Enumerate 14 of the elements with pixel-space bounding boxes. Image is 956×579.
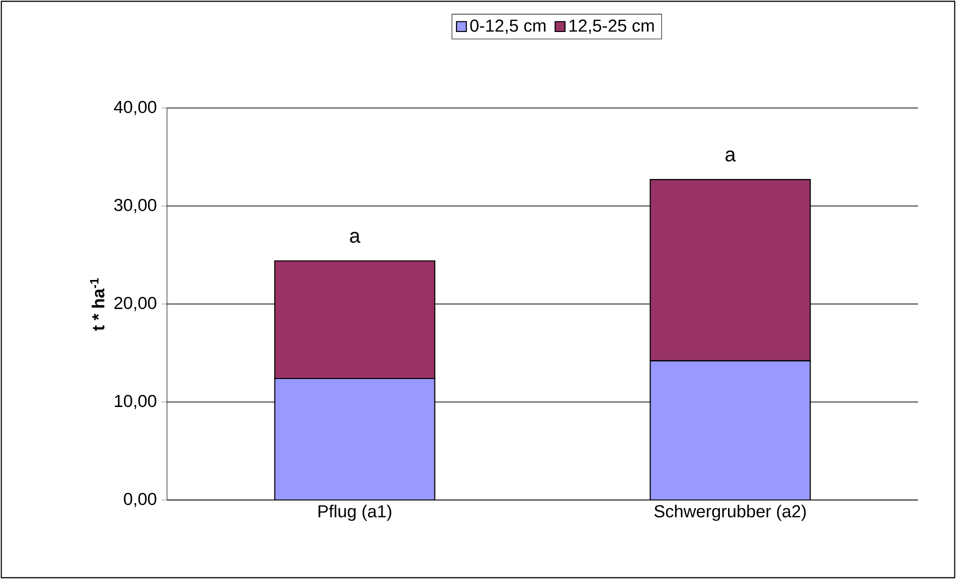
y-axis-title: t * ha$^{-1}$ — [90, 278, 104, 331]
bar — [274, 378, 436, 500]
x-tick-label: Pflug (a1) — [318, 504, 392, 521]
y-tick-label: 0,00 — [124, 492, 156, 508]
y-tick-label: 10,00 — [114, 394, 156, 410]
y-tick-label: 40,00 — [114, 100, 156, 116]
bar — [650, 360, 811, 500]
legend-label: 12,5-25 cm — [570, 20, 654, 34]
x-tick-label: Schwergrubber (a2) — [654, 504, 806, 521]
legend-label: 0-12,5 cm — [470, 20, 546, 34]
annotation: a — [726, 150, 736, 162]
annotation: a — [350, 232, 360, 243]
y-tick-label: 20,00 — [114, 296, 156, 312]
y-tick-label: 30,00 — [114, 198, 156, 214]
